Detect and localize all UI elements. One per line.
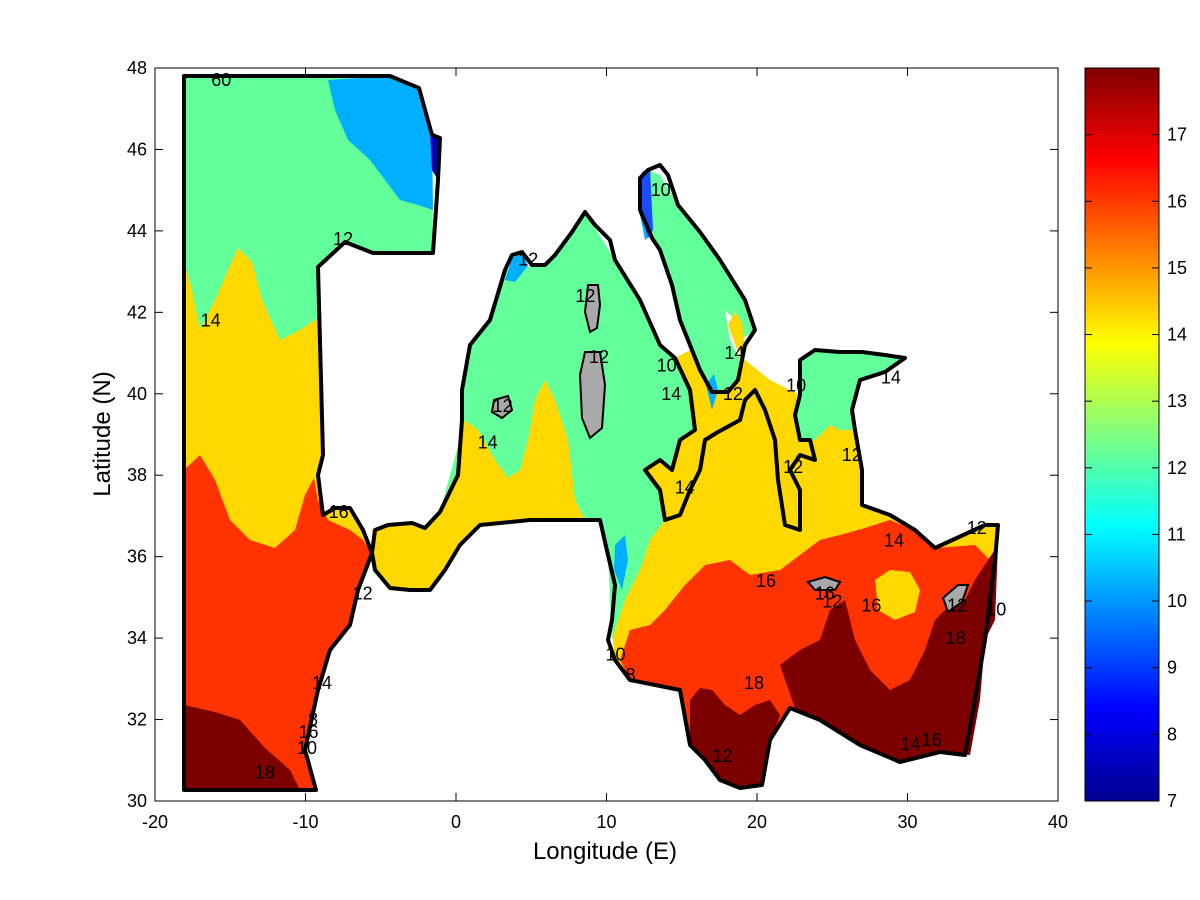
- y-tick-label: 40: [127, 384, 147, 404]
- coastline: [182, 74, 1000, 792]
- y-tick-label: 30: [127, 791, 147, 811]
- colorbar-tick-label: 11: [1167, 524, 1186, 544]
- contour-label: 14: [312, 673, 332, 693]
- colorbar-tick-label: 15: [1167, 258, 1187, 278]
- med-field-18-libya: [690, 688, 780, 788]
- y-axis-ticks: 30 32 34 36 38 40 42 44 46 48: [127, 58, 1058, 811]
- contour-label: 12: [967, 518, 987, 538]
- contour-label: 10: [986, 600, 1006, 620]
- med-outline: [370, 210, 1000, 790]
- y-tick-label: 44: [127, 221, 147, 241]
- colorbar-tick-label: 10: [1167, 591, 1187, 611]
- contour-label: 8: [626, 665, 636, 685]
- contour-label: 16: [298, 722, 318, 742]
- y-tick-label: 34: [127, 628, 147, 648]
- contour-label: 14: [478, 433, 498, 453]
- y-tick-label: 42: [127, 302, 147, 322]
- atlantic-outline: [182, 74, 442, 792]
- island-mallorca: [490, 394, 514, 420]
- med-field-14-eastern-blob: [875, 570, 920, 620]
- contour-label: 14: [724, 343, 744, 363]
- x-tick-label: 20: [747, 812, 767, 832]
- contour-label: 10: [786, 376, 806, 396]
- y-tick-label: 38: [127, 465, 147, 485]
- contour-label: 12: [575, 286, 595, 306]
- colorbar-tick-label: 9: [1167, 658, 1177, 678]
- contour-label: 10: [297, 738, 317, 758]
- contour-label: 12: [723, 384, 743, 404]
- x-tick-label: -10: [292, 812, 318, 832]
- x-tick-label: 0: [451, 812, 461, 832]
- contour-label: 18: [255, 762, 275, 782]
- colorbar-tick-label: 16: [1167, 191, 1187, 211]
- colorbar-tick-label: 7: [1167, 791, 1177, 811]
- y-axis-label: Latitude (N): [89, 371, 116, 496]
- contour-label: 18: [946, 628, 966, 648]
- contour-label: 10: [606, 644, 626, 664]
- med-field-10-tunisia: [614, 535, 628, 590]
- contour-label: 14: [201, 310, 221, 330]
- x-tick-label: 10: [596, 812, 616, 832]
- island-sardinia: [578, 351, 607, 440]
- colorbar-tick-label: 8: [1167, 724, 1177, 744]
- contour-label: 60: [211, 70, 231, 90]
- island-cyprus: [941, 584, 970, 614]
- contour-fields: [184, 76, 998, 790]
- contour-label: 12: [783, 457, 803, 477]
- x-axis-ticks: -20 -10 0 10 20 30 40: [142, 68, 1068, 832]
- contour-label: 12: [712, 746, 732, 766]
- contour-label: 14: [675, 477, 695, 497]
- x-tick-label: 40: [1048, 812, 1068, 832]
- island-corsica: [583, 284, 602, 334]
- colorbar: 7 8 9 10 11 12 13 14 15 16 17: [1084, 67, 1187, 811]
- colorbar-ticks: 7 8 9 10 11 12 13 14 15 16 17: [1085, 125, 1187, 811]
- x-axis-label: Longitude (E): [533, 838, 677, 865]
- x-tick-label: 30: [897, 812, 917, 832]
- colorbar-tick-label: 14: [1167, 325, 1187, 345]
- island-crete: [806, 575, 842, 591]
- contour-label: 10: [651, 180, 671, 200]
- contour-label: 12: [333, 229, 353, 249]
- adriatic-outline: [638, 163, 757, 394]
- x-tick-label: -20: [142, 812, 168, 832]
- y-tick-label: 48: [127, 58, 147, 78]
- contour-label: 14: [884, 530, 904, 550]
- colorbar-tick-label: 12: [1167, 458, 1187, 478]
- atlantic-field-16: [184, 455, 372, 790]
- contour-label: 10: [657, 355, 677, 375]
- colorbar-tick-label: 13: [1167, 391, 1187, 411]
- contour-label: 8: [308, 710, 318, 730]
- contour-label: 14: [900, 734, 920, 754]
- contour-label: 12: [353, 583, 373, 603]
- contour-label: 12: [518, 249, 538, 269]
- contour-label: 18: [744, 673, 764, 693]
- contour-labels: 1214161214816101860121212121410141014121…: [201, 70, 1007, 782]
- atlantic-field-10: [328, 76, 433, 210]
- colorbar-tick-label: 17: [1167, 125, 1187, 145]
- adriatic-field-12: [648, 170, 755, 390]
- contour-label: 12: [493, 396, 513, 416]
- med-field-10-north: [505, 252, 528, 282]
- contour-label: 16: [861, 596, 881, 616]
- contour-label: 14: [881, 367, 901, 387]
- contour-label: 16: [756, 571, 776, 591]
- contour-label: 16: [815, 583, 835, 603]
- contour-label: 16: [922, 730, 942, 750]
- contour-label: 12: [947, 596, 967, 616]
- contour-label: 12: [842, 445, 862, 465]
- med-field-18-east: [780, 545, 998, 762]
- colorbar-gradient: [1084, 67, 1160, 802]
- y-tick-label: 32: [127, 710, 147, 730]
- contour-label: 16: [329, 502, 349, 522]
- contour-label: 12: [589, 347, 609, 367]
- adriatic-field-14: [728, 312, 745, 352]
- med-field-12: [440, 212, 695, 640]
- atlantic-field-18: [184, 705, 300, 790]
- y-tick-label: 36: [127, 547, 147, 567]
- contour-label: 14: [661, 384, 681, 404]
- contour-label: 12: [822, 591, 842, 611]
- y-tick-label: 46: [127, 139, 147, 159]
